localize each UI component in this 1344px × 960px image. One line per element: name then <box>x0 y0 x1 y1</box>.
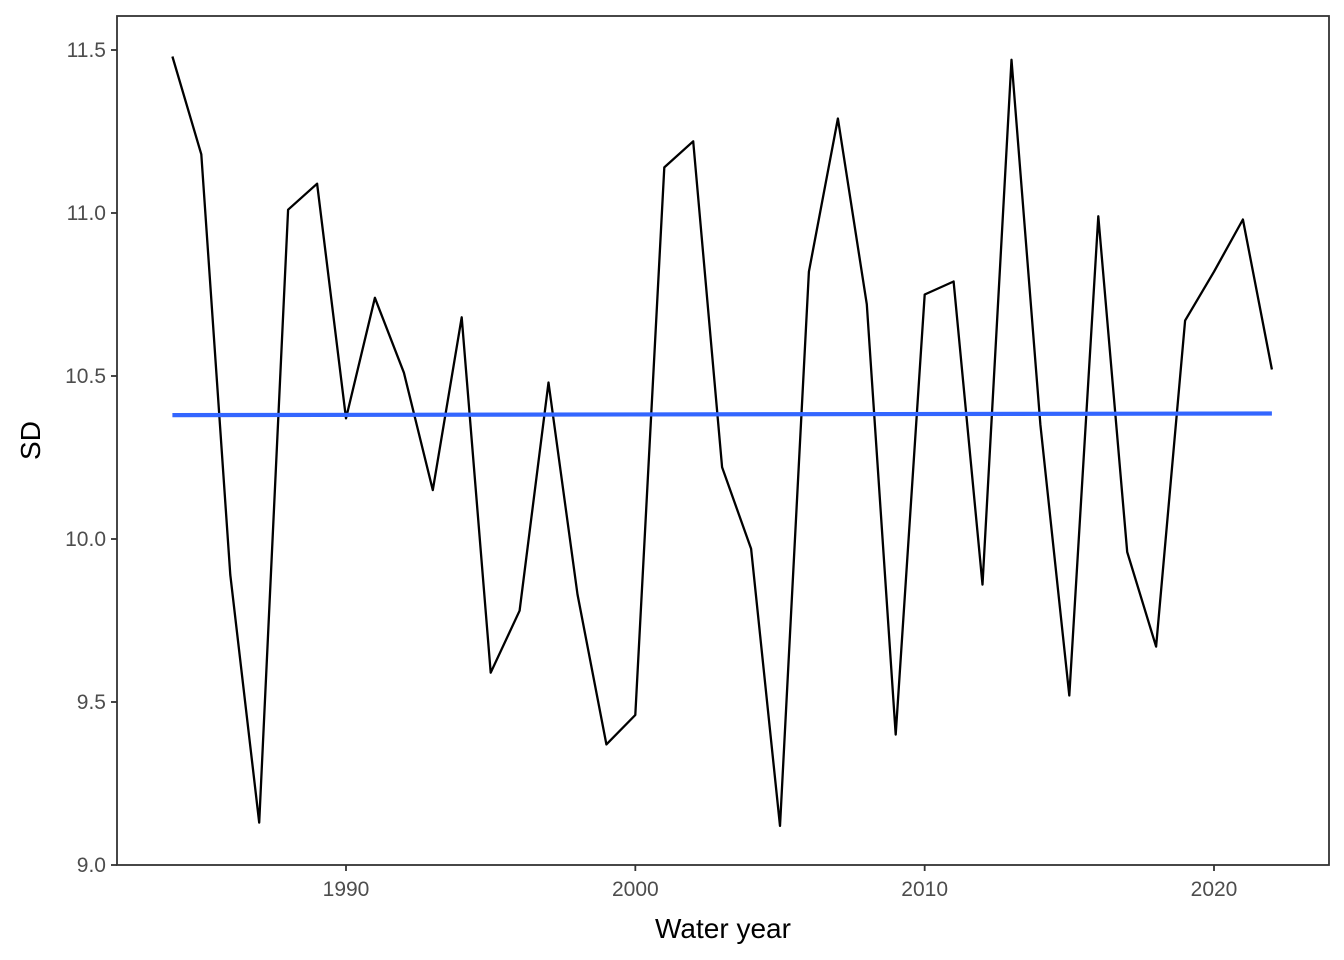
y-tick-label: 9.0 <box>77 854 106 877</box>
y-tick-label: 10.5 <box>65 365 106 388</box>
y-tick-label: 10.0 <box>65 528 106 551</box>
y-axis: 9.0 9.5 10.0 10.5 11.0 11.5 <box>65 39 117 877</box>
y-tick-label: 9.5 <box>77 691 106 714</box>
x-axis: 1990 2000 2010 2020 <box>323 865 1238 901</box>
y-tick-label: 11.0 <box>67 202 106 225</box>
x-tick-label: 1990 <box>323 878 370 901</box>
x-axis-title: Water year <box>655 913 791 944</box>
series-layer <box>171 56 1274 828</box>
x-tick-label: 2010 <box>901 878 948 901</box>
y-axis-title: SD <box>15 421 46 460</box>
plot-panel-border <box>116 15 1330 866</box>
sd-series-line <box>171 56 1274 828</box>
x-tick-label: 2000 <box>612 878 659 901</box>
y-tick-label: 11.5 <box>67 39 106 62</box>
trend-line <box>172 411 1272 418</box>
x-tick-label: 2020 <box>1191 878 1238 901</box>
